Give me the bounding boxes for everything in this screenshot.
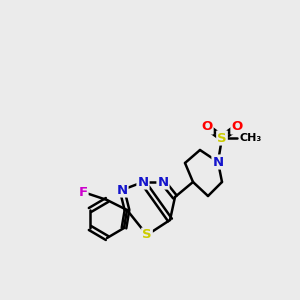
Text: F: F <box>78 185 88 199</box>
Text: O: O <box>231 121 243 134</box>
Text: N: N <box>137 176 148 188</box>
Text: N: N <box>158 176 169 188</box>
Text: CH₃: CH₃ <box>240 133 262 143</box>
Text: S: S <box>217 131 227 145</box>
Text: N: N <box>212 155 224 169</box>
Text: O: O <box>201 121 213 134</box>
Text: S: S <box>142 229 152 242</box>
Text: N: N <box>116 184 128 196</box>
